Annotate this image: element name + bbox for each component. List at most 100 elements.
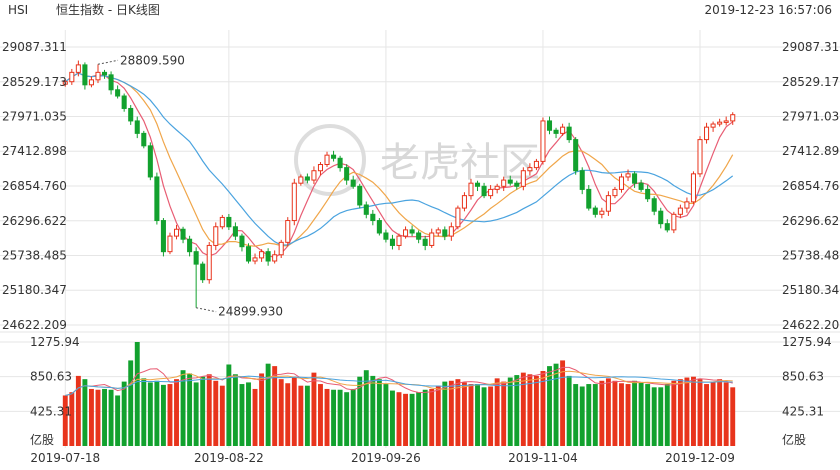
candle-body (710, 123, 716, 128)
volume-bar (579, 386, 585, 446)
volume-bar (246, 382, 251, 446)
volume-bar (383, 384, 389, 446)
candle-body (618, 176, 625, 190)
candle (311, 166, 317, 185)
candle-body (193, 251, 199, 265)
volume-bar (95, 389, 101, 446)
candle (167, 232, 173, 255)
candle (442, 226, 448, 241)
candle (671, 211, 677, 234)
candle-body (239, 235, 245, 248)
volume-bar (612, 380, 618, 446)
candle (690, 171, 696, 205)
candle (396, 233, 402, 251)
volume-bar (128, 360, 134, 446)
price-tick-left: 27412.898 (2, 144, 67, 158)
candle (154, 172, 160, 225)
candle (533, 158, 539, 171)
volume-bar (259, 373, 265, 446)
candle (291, 178, 297, 226)
volume-bar (239, 384, 245, 446)
candle-body (690, 173, 696, 203)
volume-bar (232, 374, 238, 446)
candle (494, 183, 500, 194)
volume-bar (344, 392, 350, 446)
candle-body (625, 173, 631, 178)
volume-bar (664, 384, 670, 446)
candle (265, 248, 271, 266)
candle (461, 192, 467, 212)
candle (566, 122, 572, 143)
candle-body (213, 226, 219, 246)
candle-body (717, 121, 723, 125)
candle-body (102, 71, 108, 76)
candle (115, 85, 121, 99)
candle-body (298, 176, 304, 184)
candle-body (632, 173, 638, 184)
candle (245, 243, 252, 264)
candle (304, 173, 310, 184)
timestamp: 2019-12-23 16:57:06 (705, 3, 832, 17)
candle-body (173, 228, 180, 237)
candle-body (69, 71, 75, 83)
volume-bar (599, 380, 605, 446)
candle-body (599, 210, 605, 215)
axis-labels: 29087.311 29087.311 28529.173 28529.173 2797… (2, 40, 840, 465)
volume-bar (422, 389, 428, 446)
volume-bar (180, 370, 186, 446)
volume-bar (527, 374, 533, 446)
candle-body (370, 213, 376, 222)
volume-bar (102, 388, 107, 446)
volume-bar (147, 382, 153, 446)
volume-bar (154, 380, 160, 446)
candle-body (88, 79, 94, 86)
candle-body (350, 179, 356, 187)
volume-bar (717, 379, 723, 446)
candle-body (697, 139, 703, 175)
volume-bar (730, 387, 736, 446)
candle-body (474, 182, 481, 187)
candle-body (232, 226, 238, 237)
candle (108, 71, 114, 95)
volume-bar (82, 379, 88, 446)
price-tick-right: 28529.173 (782, 75, 840, 89)
candle-body (317, 164, 324, 172)
volume-bar (723, 382, 729, 446)
candle-body (488, 188, 494, 197)
candle-body (383, 232, 389, 240)
volume-tick-right: 425.31 (782, 404, 824, 418)
candle (344, 164, 350, 185)
candle-body (671, 213, 677, 231)
candle (448, 222, 454, 241)
date-tick: 2019-09-26 (351, 451, 421, 465)
candle-body (560, 126, 566, 134)
volume-tick-left: 1275.94 (30, 335, 80, 349)
candle (232, 222, 238, 241)
volume-bar (638, 382, 644, 446)
candle (383, 229, 389, 243)
candle-body (592, 207, 598, 215)
candle (455, 205, 461, 230)
candle-body (226, 216, 232, 228)
candle (62, 79, 68, 87)
date-tick: 2019-12-09 (665, 451, 735, 465)
candle (239, 233, 245, 252)
candles (62, 60, 736, 308)
volume-bar (573, 384, 579, 446)
candle-body (501, 179, 507, 187)
candle (278, 239, 284, 259)
candle (69, 68, 75, 85)
date-tick: 2019-07-18 (30, 451, 100, 465)
candle (618, 173, 625, 193)
price-tick-right: 27412.898 (782, 144, 840, 158)
candle (147, 142, 153, 181)
volume-bar (265, 363, 271, 446)
price-tick-right: 25738.485 (782, 248, 840, 262)
candle (337, 155, 343, 172)
candle-body (481, 185, 487, 197)
candle (370, 209, 376, 226)
price-tick-left: 26854.760 (2, 179, 67, 193)
candle-body (187, 238, 193, 253)
candle (82, 62, 88, 90)
candle-body (200, 263, 206, 281)
